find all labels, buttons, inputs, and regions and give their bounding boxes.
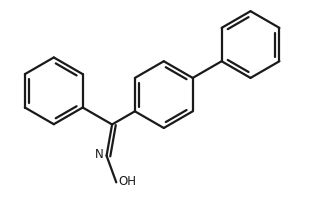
Text: N: N	[95, 148, 104, 162]
Text: OH: OH	[118, 175, 137, 188]
